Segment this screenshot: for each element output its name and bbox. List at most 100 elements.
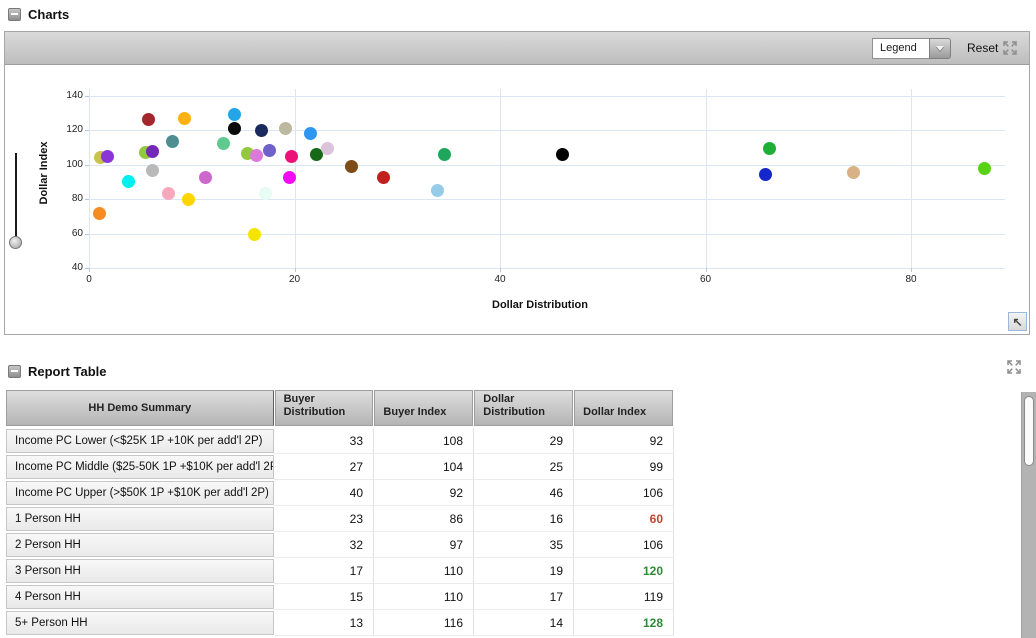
scatter-point[interactable] [284,149,298,163]
dollar-distribution-cell: 19 [474,558,574,584]
slider-handle[interactable] [9,236,22,249]
restore-arrow-button[interactable]: ↖ [1008,312,1027,331]
y-tick-label: 40 [71,262,83,273]
buyer-distribution-cell: 13 [274,610,374,636]
reset-button[interactable]: Reset [967,41,999,55]
y-tick-mark [85,130,89,132]
scatter-point[interactable] [146,145,160,159]
scatter-point[interactable] [320,142,334,156]
row-label-cell[interactable]: 3 Person HH [6,559,274,583]
table-row[interactable]: 1 Person HH 23 86 16 60 [6,506,674,532]
y-tick-mark [85,199,89,201]
scatter-point[interactable] [309,147,323,161]
legend-dropdown-value[interactable]: Legend [872,38,929,59]
scatter-point[interactable] [249,148,263,162]
x-tick-label: 60 [699,274,712,285]
scatter-point[interactable] [438,148,452,162]
x-tick-label: 80 [905,274,917,285]
x-tick-label: 0 [86,274,92,285]
dollar-distribution-cell: 29 [474,428,574,454]
row-label-cell[interactable]: Income PC Lower (<$25K 1P +10K per add'l… [6,429,274,453]
column-header-dollar-distribution[interactable]: Dollar Distribution [474,390,574,426]
vertical-scrollbar[interactable] [1021,392,1036,638]
scatter-point[interactable] [121,175,135,189]
y-tick-mark [85,164,89,166]
scatter-point[interactable] [198,170,212,184]
charts-section-header: Charts [0,0,70,28]
dollar-distribution-cell: 25 [474,454,574,480]
scatter-point[interactable] [758,167,772,181]
scatter-point[interactable] [377,171,391,185]
plot-area [89,89,1021,269]
row-label-cell[interactable]: Income PC Middle ($25-50K 1P +$10K per a… [6,455,274,479]
scatter-point[interactable] [100,150,114,164]
buyer-distribution-cell: 17 [274,558,374,584]
y-tick-label: 140 [66,89,83,101]
scatter-point[interactable] [161,187,175,201]
scrollbar-thumb[interactable] [1024,396,1034,466]
column-header-buyer-index[interactable]: Buyer Index [374,390,474,426]
column-header-dollar-index[interactable]: Dollar Index [574,390,673,426]
legend-dropdown[interactable]: Legend [872,38,951,59]
table-row[interactable]: Income PC Upper (>$50K 1P +$10K per add'… [6,480,674,506]
scatter-point[interactable] [259,187,273,201]
table-row[interactable]: 5+ Person HH 13 116 14 128 [6,610,674,636]
scatter-point[interactable] [762,141,776,155]
row-label-cell[interactable]: 2 Person HH [6,533,274,557]
collapse-charts-icon[interactable] [8,7,21,21]
scatter-point[interactable] [977,161,991,175]
expand-icon[interactable] [1002,40,1018,56]
x-gridline [89,89,90,268]
scatter-point[interactable] [247,227,261,241]
scatter-point[interactable] [92,207,106,221]
buyer-index-cell: 104 [374,454,474,480]
y-tick-mark [85,268,89,269]
buyer-index-cell: 92 [374,480,474,506]
dollar-distribution-cell: 35 [474,532,574,558]
scatter-point[interactable] [146,164,160,178]
scatter-point[interactable] [165,134,179,148]
scatter-point[interactable] [182,192,196,206]
row-label-cell[interactable]: Income PC Upper (>$50K 1P +$10K per add'… [6,481,274,505]
table-row[interactable]: 2 Person HH 32 97 35 106 [6,532,674,558]
scatter-point[interactable] [344,159,358,173]
y-gridline [89,268,1005,269]
table-row[interactable]: Income PC Middle ($25-50K 1P +$10K per a… [6,454,674,480]
table-header-row: HH Demo Summary Buyer Distribution Buyer… [6,390,674,426]
arrow-up-left-icon: ↖ [1012,314,1023,329]
y-axis-zoom-slider[interactable] [9,153,23,251]
dollar-distribution-cell: 16 [474,506,574,532]
row-label-cell[interactable]: 4 Person HH [6,585,274,609]
scatter-point[interactable] [304,126,318,140]
minus-icon [11,370,18,372]
scatter-point[interactable] [142,112,156,126]
buyer-index-cell: 116 [374,610,474,636]
buyer-index-cell: 108 [374,428,474,454]
legend-dropdown-button[interactable] [929,38,951,59]
y-tick-label: 80 [71,193,83,205]
row-label-cell[interactable]: 5+ Person HH [6,611,274,635]
table-row[interactable]: 3 Person HH 17 110 19 120 [6,558,674,584]
scatter-point[interactable] [282,171,296,185]
scatter-point[interactable] [228,121,242,135]
report-table-expand-icon[interactable] [1006,359,1022,375]
scatter-point[interactable] [847,165,860,179]
scatter-point[interactable] [255,123,269,137]
scatter-point[interactable] [228,107,242,121]
scatter-point[interactable] [556,147,570,161]
scatter-point[interactable] [178,112,192,126]
collapse-report-table-icon[interactable] [8,364,21,378]
dollar-distribution-cell: 17 [474,584,574,610]
column-header-hh-demo-summary[interactable]: HH Demo Summary [6,390,274,426]
column-header-buyer-distribution[interactable]: Buyer Distribution [274,390,374,426]
table-row[interactable]: 4 Person HH 15 110 17 119 [6,584,674,610]
scatter-point[interactable] [263,143,277,157]
scatter-point[interactable] [430,183,444,197]
dollar-index-cell: 128 [574,610,674,636]
table-row[interactable]: Income PC Lower (<$25K 1P +10K per add'l… [6,428,674,454]
row-label-cell[interactable]: 1 Person HH [6,507,274,531]
scatter-point[interactable] [278,122,292,136]
scatter-point[interactable] [217,136,231,150]
dollar-index-cell: 106 [574,532,674,558]
